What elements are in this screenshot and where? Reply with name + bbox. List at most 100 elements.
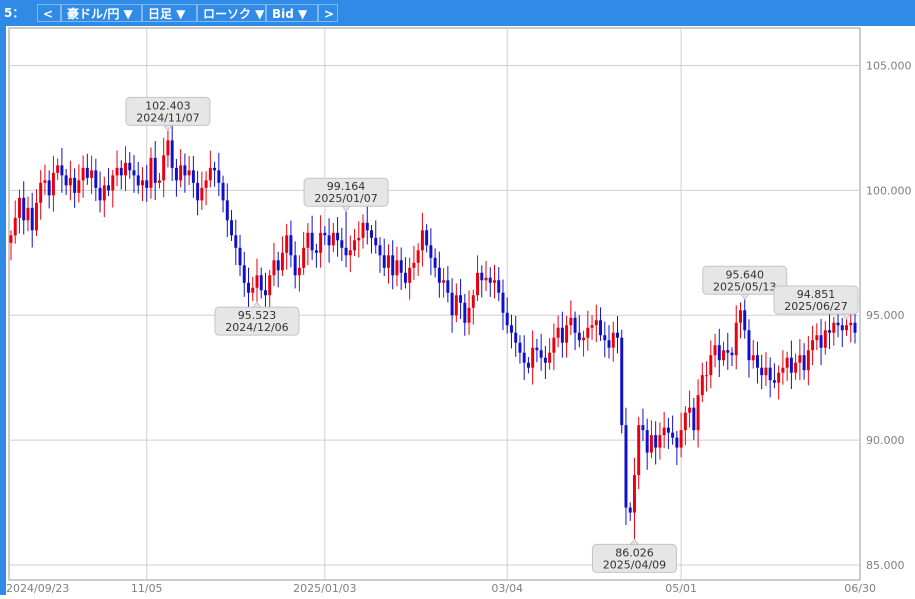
candle-body (132, 170, 136, 176)
candle (552, 323, 556, 371)
candle-body (764, 367, 768, 376)
candle-body (107, 185, 111, 191)
candle-body (726, 350, 730, 353)
chart-style-dropdown[interactable]: ローソク ▼ (197, 4, 266, 22)
candle (641, 408, 645, 442)
candle-body (81, 167, 85, 181)
candle (675, 430, 679, 466)
candle-body (573, 317, 577, 333)
candle-body (179, 165, 183, 181)
candle (60, 147, 64, 193)
candle-body (9, 235, 13, 243)
candle-body (552, 337, 556, 353)
candle-body (136, 175, 140, 186)
callout-pointer (251, 301, 263, 308)
candle (777, 365, 781, 400)
candle-body (30, 207, 34, 231)
prev-button[interactable]: < (37, 4, 61, 22)
candle (289, 220, 293, 268)
candle (739, 302, 742, 339)
candle-body (713, 345, 717, 356)
candle-body (594, 320, 598, 326)
candle-body (611, 332, 615, 348)
candle-body (365, 222, 369, 231)
candle (403, 257, 407, 289)
next-button[interactable]: > (318, 4, 338, 22)
candle-body (166, 140, 170, 156)
candle (688, 390, 692, 428)
candle (628, 502, 632, 521)
candle-body (794, 362, 798, 373)
candle (607, 325, 611, 359)
x-tick-label: 2024/09/23 (6, 582, 69, 595)
currency-pair-dropdown[interactable]: 豪ドル/円 ▼ (61, 4, 142, 22)
candle (429, 228, 433, 276)
candle-body (200, 187, 204, 201)
candle-body (183, 165, 187, 176)
candle-body (565, 325, 569, 343)
callout-date: 2025/04/09 (603, 558, 666, 571)
candle-body (64, 175, 68, 186)
candle (323, 226, 327, 245)
candle-body (654, 435, 658, 448)
callout-price: 99.164 (327, 180, 366, 193)
candle-body (806, 350, 810, 371)
candle-body (526, 362, 530, 368)
candle (340, 227, 344, 261)
candle (658, 422, 662, 460)
candle-body (734, 322, 738, 356)
candle-body (785, 357, 789, 368)
candle (501, 279, 505, 331)
candle (493, 264, 496, 299)
candle (467, 290, 471, 335)
candle-body (255, 275, 259, 288)
candle-body (760, 367, 764, 376)
candle-body (514, 332, 518, 343)
callout-date: 2025/05/13 (713, 280, 776, 293)
candle (94, 158, 98, 201)
candle (242, 251, 246, 297)
candle (64, 169, 68, 195)
candle (39, 170, 43, 220)
candle (505, 297, 509, 334)
callout-price: 102.403 (145, 99, 191, 112)
candle (166, 130, 170, 168)
candle (81, 155, 85, 198)
candle (149, 147, 153, 199)
callouts-layer: 102.4032024/11/0795.5232024/12/0699.1642… (125, 96, 859, 573)
candle-body (509, 325, 513, 333)
candle (679, 412, 683, 458)
y-tick-label: 90.000 (866, 434, 905, 447)
candle (624, 407, 628, 526)
candle (102, 176, 106, 218)
candle-body (832, 322, 836, 333)
candle-body (560, 327, 564, 343)
candle-body (289, 235, 293, 256)
period-dropdown[interactable]: 日足 ▼ (142, 4, 197, 22)
candle-body (586, 327, 590, 338)
candle (225, 183, 229, 238)
candle (382, 238, 386, 277)
candle-body (739, 310, 742, 323)
candle (395, 246, 399, 287)
candle-body (743, 310, 747, 331)
candle-body (777, 372, 781, 383)
candle-body (259, 275, 263, 291)
candle (730, 347, 734, 366)
candle-body (268, 275, 272, 296)
candle (798, 339, 802, 381)
callout-pointer (739, 293, 750, 301)
candle (90, 155, 94, 195)
candle (191, 156, 195, 198)
candle (22, 181, 26, 235)
candle-body (403, 272, 407, 283)
candle-body (306, 232, 310, 248)
candle (272, 242, 276, 287)
candle (276, 251, 280, 288)
candle (454, 283, 458, 323)
candle-body (815, 335, 819, 341)
candle (620, 329, 624, 434)
candle (124, 146, 127, 192)
price-type-dropdown[interactable]: Bid ▼ (266, 4, 318, 22)
candle-body (319, 232, 323, 253)
